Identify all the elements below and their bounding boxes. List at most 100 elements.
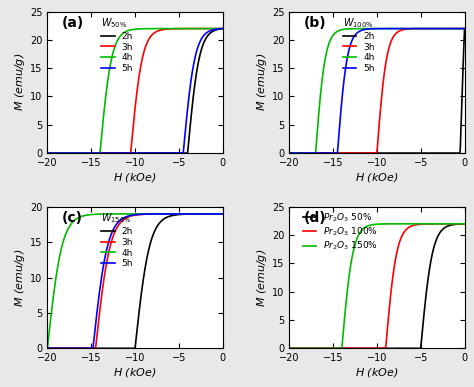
5h — [286, 151, 292, 156]
2h — [391, 151, 396, 156]
$Pr_2O_3$ 50% — [381, 346, 387, 351]
3h — [286, 151, 292, 156]
Y-axis label: $M$ (emu/g): $M$ (emu/g) — [255, 248, 269, 307]
4h — [430, 26, 436, 31]
5h — [128, 213, 134, 218]
$Pr_2O_3$ 100% — [286, 346, 292, 351]
2h — [220, 26, 226, 31]
$Pr_2O_3$ 150% — [371, 222, 376, 227]
3h — [129, 140, 135, 144]
2h — [457, 146, 463, 150]
4h — [462, 26, 467, 31]
3h — [139, 212, 145, 217]
4h — [370, 26, 375, 31]
$Pr_2O_3$ 150% — [286, 346, 292, 351]
Y-axis label: $M$ (emu/g): $M$ (emu/g) — [13, 53, 27, 111]
5h — [370, 26, 375, 31]
2h — [129, 151, 135, 156]
4h — [220, 212, 226, 216]
$Pr_2O_3$ 100% — [430, 221, 436, 226]
5h — [188, 212, 194, 216]
$Pr_2O_3$ 50% — [371, 346, 376, 351]
3h — [216, 26, 221, 31]
Line: $Pr_2O_3$ 100%: $Pr_2O_3$ 100% — [289, 224, 465, 348]
$Pr_2O_3$ 100% — [462, 221, 467, 226]
$Pr_2O_3$ 150% — [370, 223, 375, 227]
3h — [381, 72, 387, 77]
5h — [139, 151, 145, 156]
3h — [149, 33, 155, 38]
$Pr_2O_3$ 150% — [457, 221, 463, 226]
X-axis label: $H$ (kOe): $H$ (kOe) — [355, 171, 399, 184]
5h — [128, 151, 134, 156]
Text: (d): (d) — [303, 211, 326, 225]
4h — [188, 212, 194, 216]
Line: 4h: 4h — [289, 29, 465, 153]
3h — [220, 212, 226, 216]
Line: 5h: 5h — [47, 29, 223, 153]
Text: (a): (a) — [62, 16, 84, 30]
4h — [139, 212, 145, 216]
2h — [188, 212, 194, 216]
$Pr_2O_3$ 100% — [370, 346, 375, 351]
2h — [149, 236, 155, 241]
5h — [381, 26, 387, 31]
Line: $Pr_2O_3$ 150%: $Pr_2O_3$ 150% — [289, 224, 465, 348]
$Pr_2O_3$ 150% — [430, 221, 436, 226]
$Pr_2O_3$ 50% — [430, 249, 436, 253]
3h — [45, 151, 50, 156]
3h — [457, 26, 463, 31]
$Pr_2O_3$ 50% — [286, 346, 292, 351]
5h — [45, 151, 50, 156]
3h — [128, 151, 134, 156]
X-axis label: $H$ (kOe): $H$ (kOe) — [113, 366, 157, 379]
2h — [45, 346, 50, 351]
2h — [45, 151, 50, 156]
5h — [371, 26, 376, 31]
3h — [370, 151, 375, 156]
3h — [462, 26, 467, 31]
2h — [370, 151, 375, 156]
Legend: 2h, 3h, 4h, 5h: 2h, 3h, 4h, 5h — [343, 16, 375, 73]
Line: 2h: 2h — [289, 29, 465, 153]
2h — [371, 151, 376, 156]
$Pr_2O_3$ 50% — [370, 346, 375, 351]
$Pr_2O_3$ 150% — [462, 221, 467, 226]
Legend: 2h, 3h, 4h, 5h: 2h, 3h, 4h, 5h — [101, 16, 133, 73]
4h — [149, 212, 155, 216]
2h — [149, 151, 155, 156]
4h — [128, 212, 134, 216]
3h — [220, 26, 226, 31]
5h — [391, 26, 396, 31]
X-axis label: $H$ (kOe): $H$ (kOe) — [355, 366, 399, 379]
2h — [139, 284, 145, 289]
5h — [129, 151, 135, 156]
4h — [45, 151, 50, 156]
3h — [139, 57, 145, 61]
5h — [188, 78, 194, 82]
2h — [286, 151, 292, 156]
4h — [139, 26, 145, 31]
3h — [430, 26, 436, 31]
4h — [129, 212, 135, 216]
3h — [188, 26, 194, 31]
Line: 5h: 5h — [47, 214, 223, 348]
Line: 3h: 3h — [47, 29, 223, 153]
4h — [128, 27, 134, 32]
$Pr_2O_3$ 100% — [391, 269, 396, 274]
4h — [381, 26, 387, 31]
4h — [220, 26, 226, 31]
4h — [286, 151, 292, 156]
2h — [216, 212, 221, 216]
4h — [149, 26, 155, 31]
5h — [149, 151, 155, 156]
Line: 4h: 4h — [47, 29, 223, 153]
5h — [216, 212, 221, 216]
5h — [462, 26, 467, 31]
4h — [188, 26, 194, 31]
2h — [188, 115, 194, 120]
4h — [216, 212, 221, 216]
3h — [149, 212, 155, 216]
3h — [188, 212, 194, 216]
4h — [216, 26, 221, 31]
